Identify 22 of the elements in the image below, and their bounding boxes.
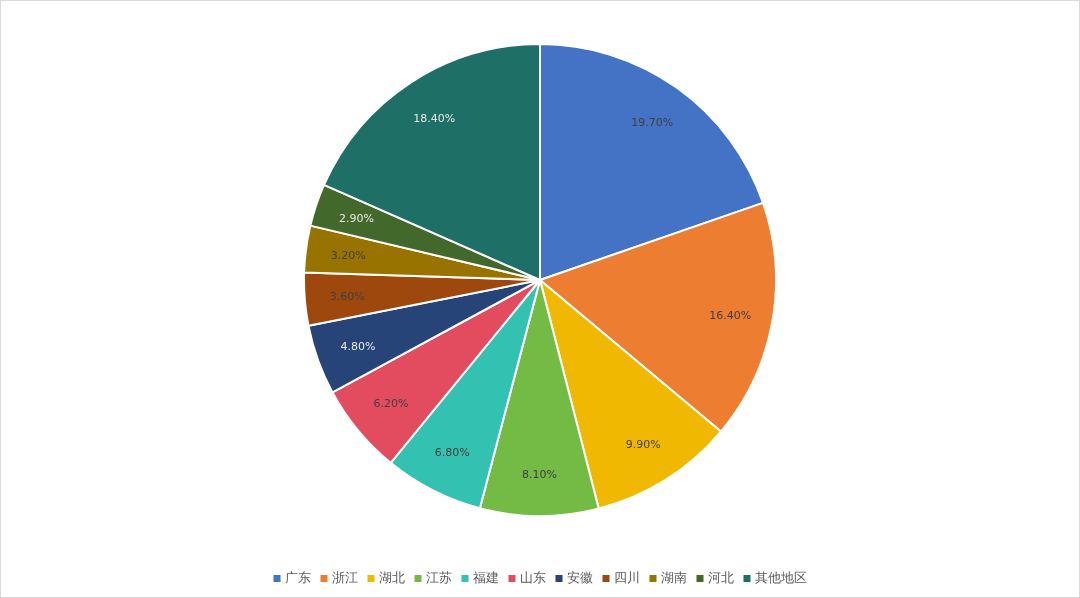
legend-label: 山东 bbox=[519, 570, 546, 585]
data-label: 19.70% bbox=[631, 116, 674, 130]
data-label: 8.10% bbox=[521, 467, 557, 481]
legend-label: 广东 bbox=[284, 570, 311, 585]
legend-label: 四川 bbox=[613, 570, 640, 585]
data-label: 6.80% bbox=[434, 446, 470, 460]
legend-label: 湖北 bbox=[378, 570, 405, 585]
data-label: 2.90% bbox=[339, 212, 374, 226]
data-label: 6.20% bbox=[373, 397, 409, 411]
legend-label: 浙江 bbox=[331, 570, 358, 585]
data-label: 16.40% bbox=[709, 309, 752, 323]
data-label: 4.80% bbox=[340, 339, 376, 353]
legend-label: 河北 bbox=[707, 570, 734, 585]
data-label: 9.90% bbox=[625, 437, 661, 451]
legend-label: 安徽 bbox=[566, 570, 593, 585]
legend-label: 江苏 bbox=[425, 570, 452, 585]
legend-label: 湖南 bbox=[660, 570, 687, 585]
data-label: 18.40% bbox=[413, 111, 456, 125]
data-label: 3.60% bbox=[329, 289, 365, 303]
data-label: 3.20% bbox=[330, 248, 366, 262]
legend-label: 福建 bbox=[472, 570, 499, 585]
legend-label: 其他地区 bbox=[754, 570, 807, 585]
